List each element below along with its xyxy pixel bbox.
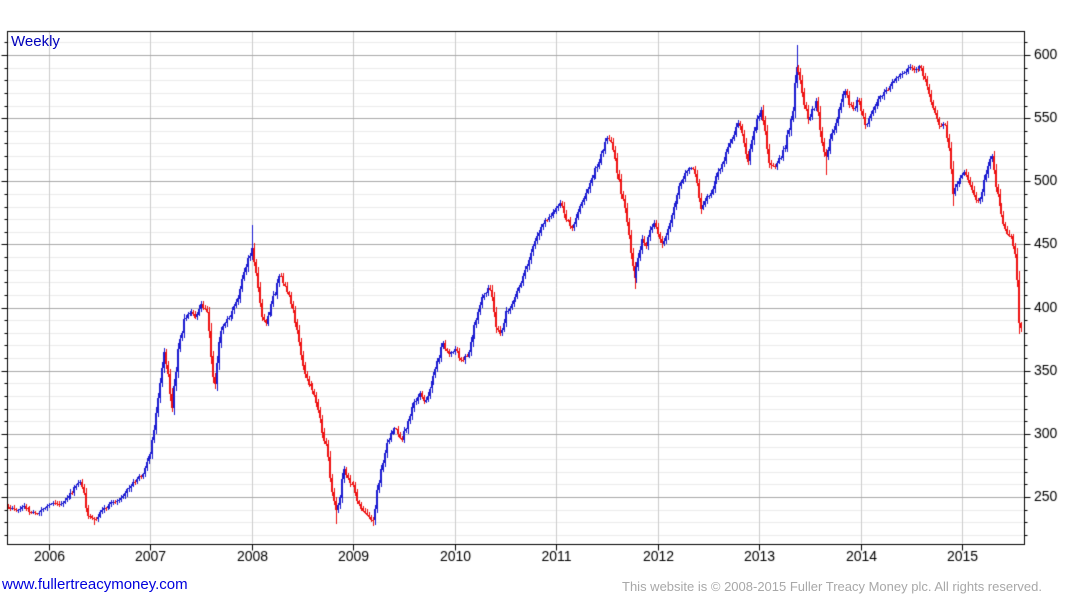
copyright-text: This website is © 2008-2015 Fuller Treac… [622, 579, 1042, 594]
website-link[interactable]: www.fullertreacymoney.com [2, 576, 188, 593]
frequency-label: Weekly [11, 33, 60, 50]
